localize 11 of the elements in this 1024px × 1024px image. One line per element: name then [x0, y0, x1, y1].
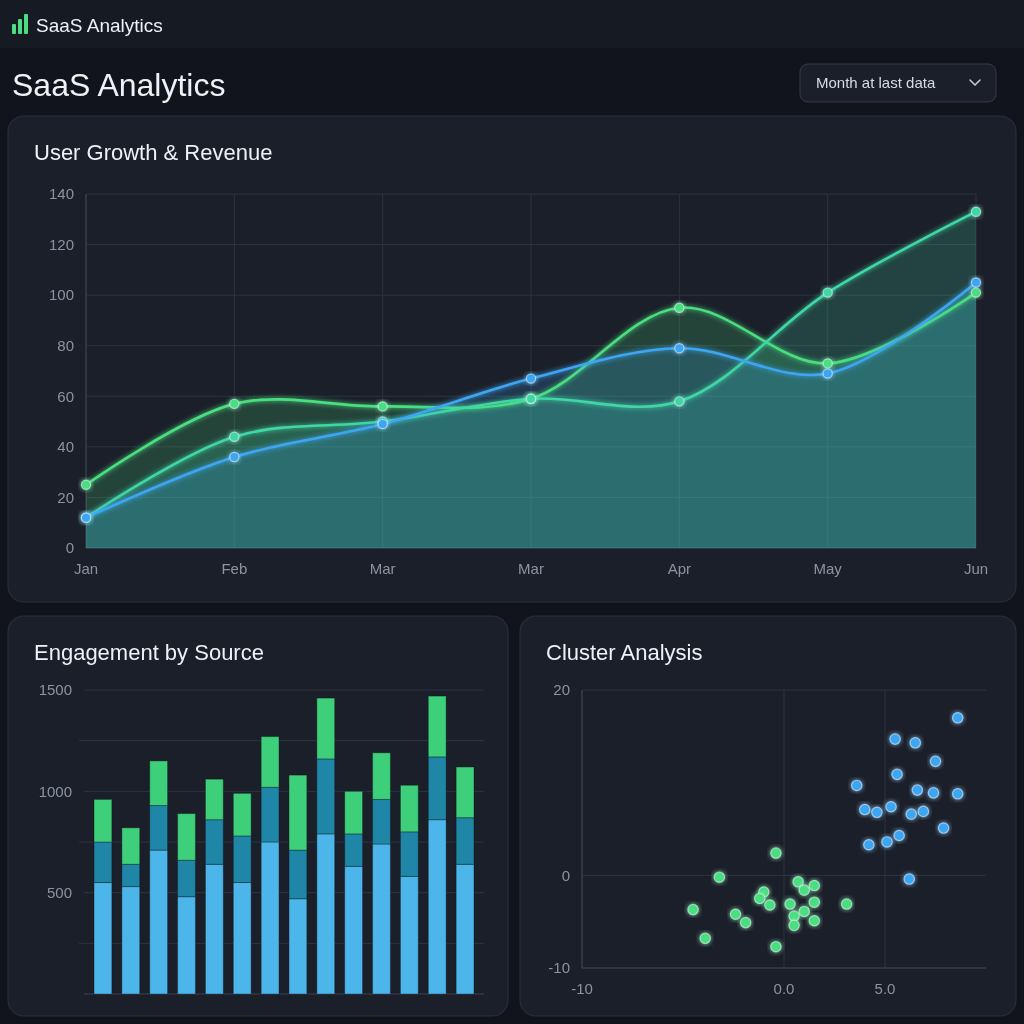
y-tick-label: 1500: [38, 681, 72, 699]
x-tick-label: 5.0: [874, 980, 896, 997]
x-tick-label: -10: [571, 980, 593, 997]
x-tick-label: 0.0: [773, 980, 795, 997]
y-tick-label: 20: [553, 681, 570, 699]
y-tick-label: 1000: [38, 782, 72, 800]
y-tick-label: -10: [548, 959, 570, 977]
chart-title: Cluster Analysis: [546, 640, 703, 665]
y-tick-label: 0: [561, 866, 570, 884]
y-tick-label: 500: [46, 883, 72, 901]
chart-title: Engagement by Source: [34, 640, 264, 665]
